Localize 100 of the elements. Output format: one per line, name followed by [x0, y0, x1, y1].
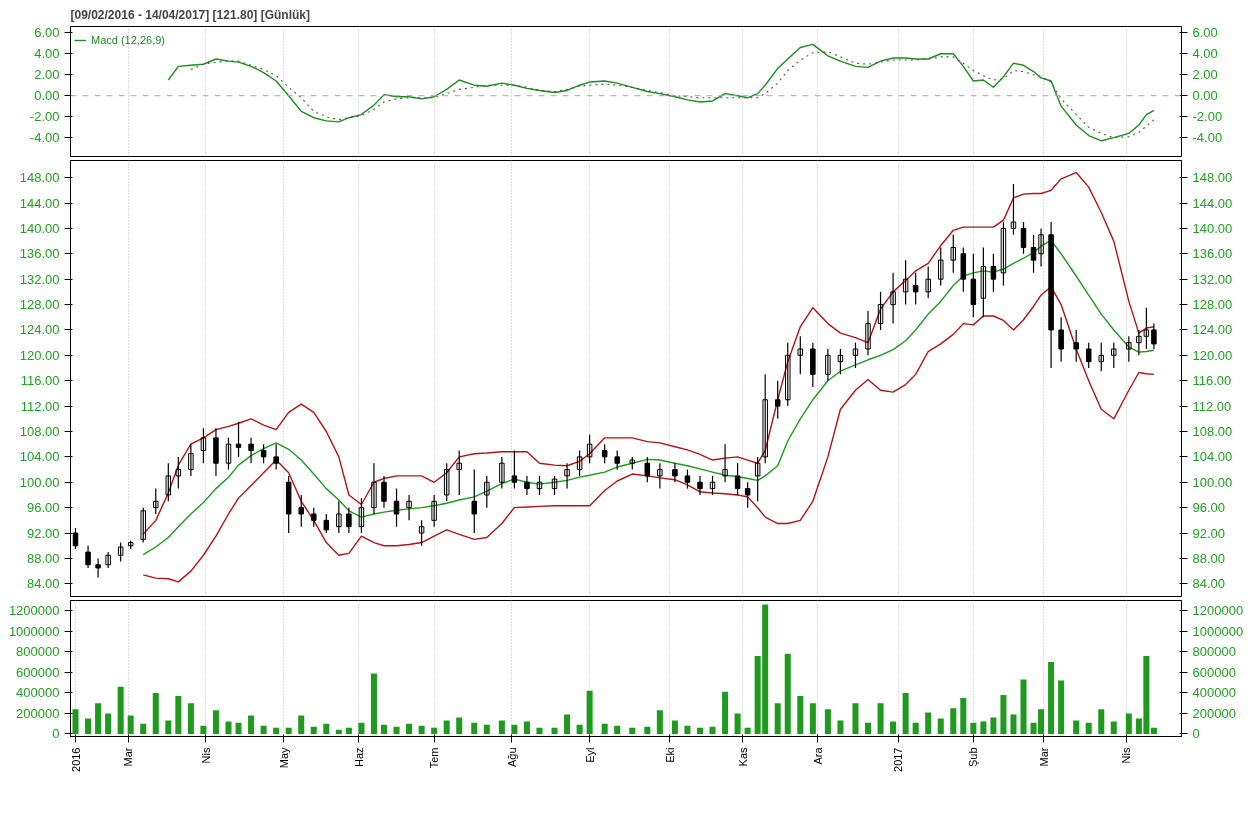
candlestick — [1038, 227, 1044, 268]
bar — [877, 703, 884, 734]
y-tick-label: 144.00 — [19, 195, 60, 211]
candlestick — [298, 494, 304, 528]
y2-tick-label: 100.00 — [1192, 474, 1233, 490]
bar — [824, 709, 831, 734]
candlestick — [85, 545, 91, 569]
bar — [298, 715, 305, 734]
candlestick — [1010, 183, 1017, 236]
bar — [1020, 679, 1027, 734]
y2-tick-label: 200000 — [1192, 705, 1236, 721]
candlestick — [797, 335, 804, 375]
bar — [890, 721, 897, 734]
x-tick-label: May — [277, 747, 290, 769]
y2-tick-label: 1200000 — [1192, 603, 1244, 619]
x-tick-label: Eki — [663, 747, 676, 763]
candlestick — [657, 462, 663, 490]
bar — [644, 726, 651, 734]
y2-tick-label: 132.00 — [1192, 271, 1233, 287]
bar — [511, 724, 518, 734]
y2-tick-label: 0.00 — [1192, 88, 1218, 104]
candlestick — [785, 342, 791, 407]
bar — [1085, 722, 1092, 734]
candlestick — [601, 443, 608, 464]
x-tick-label: 2017 — [892, 747, 905, 772]
y2-tick-label: 108.00 — [1192, 423, 1233, 439]
y2-tick-label: 4.00 — [1192, 46, 1218, 62]
candlestick — [754, 456, 761, 502]
candlestick — [418, 519, 425, 547]
x-tick-label: Ağu — [505, 747, 518, 768]
candlestick — [273, 443, 279, 471]
x-tick-label: Tem — [428, 747, 441, 769]
candlestick — [381, 475, 387, 509]
bar — [990, 717, 997, 734]
bar — [85, 718, 92, 734]
x-tick-label: Haz — [352, 747, 365, 768]
bar — [358, 722, 365, 734]
bar — [140, 723, 147, 734]
candlestick — [311, 507, 317, 528]
candlestick — [825, 348, 831, 382]
candlestick — [1030, 234, 1037, 274]
candlestick — [722, 443, 728, 483]
bar — [1048, 662, 1055, 734]
x-tick-label: Nis — [1120, 747, 1133, 764]
y-tick-label: -4.00 — [29, 130, 60, 146]
bar — [523, 721, 530, 734]
candlestick — [358, 497, 365, 534]
candlestick — [484, 475, 490, 509]
bar — [629, 727, 636, 734]
candlestick — [153, 488, 159, 515]
bar — [837, 720, 844, 734]
bar — [1000, 694, 1007, 734]
bar — [696, 727, 703, 734]
y2-tick-label: 1000000 — [1192, 623, 1244, 639]
candlestick — [235, 421, 242, 458]
y-tick-label: 124.00 — [19, 322, 60, 338]
chart-title: [09/02/2016 - 14/04/2017] [121.80] [Günlük] — [70, 7, 310, 22]
y2-tick-label: 84.00 — [1192, 576, 1226, 592]
y2-tick-label: 112.00 — [1192, 398, 1232, 414]
y2-tick-label: 136.00 — [1192, 246, 1233, 262]
bar — [912, 722, 919, 734]
y2-tick-label: 400000 — [1192, 685, 1236, 701]
candlestick — [1058, 316, 1064, 363]
bar — [471, 722, 478, 734]
bar — [1125, 713, 1132, 734]
y2-tick-label: 140.00 — [1192, 220, 1233, 236]
candlestick — [697, 475, 703, 496]
bar — [852, 703, 859, 734]
candlestick — [248, 437, 254, 464]
bar — [393, 726, 400, 734]
x-tick-label: Şub — [967, 747, 980, 768]
candlestick — [865, 310, 871, 356]
bar — [614, 725, 621, 734]
y-tick-label: 84.00 — [26, 576, 60, 592]
bar — [285, 727, 292, 734]
y-tick-label: 128.00 — [19, 297, 60, 313]
bar — [902, 692, 909, 734]
candlestick — [188, 443, 194, 477]
y-tick-label: 600000 — [16, 664, 60, 680]
y2-tick-label: 88.00 — [1192, 550, 1226, 566]
bar — [406, 723, 413, 734]
legend-label: Macd (12,26,9) — [91, 34, 165, 46]
candlestick — [1126, 335, 1132, 363]
bar — [797, 695, 804, 734]
candlestick — [586, 434, 593, 464]
candlestick — [1143, 307, 1150, 350]
candlestick — [980, 246, 987, 318]
candlestick — [175, 456, 182, 490]
candlestick — [902, 259, 909, 306]
bar — [212, 710, 219, 734]
bar — [200, 725, 207, 734]
candlestick — [511, 449, 518, 490]
y-tick-label: 148.00 — [19, 170, 60, 186]
y-tick-label: 88.00 — [26, 550, 60, 566]
bar — [323, 723, 330, 734]
candlestick — [614, 449, 620, 471]
candlestick — [1020, 221, 1027, 255]
y2-tick-label: 800000 — [1192, 644, 1236, 660]
candlestick — [1073, 329, 1079, 363]
line-series — [142, 286, 1155, 583]
